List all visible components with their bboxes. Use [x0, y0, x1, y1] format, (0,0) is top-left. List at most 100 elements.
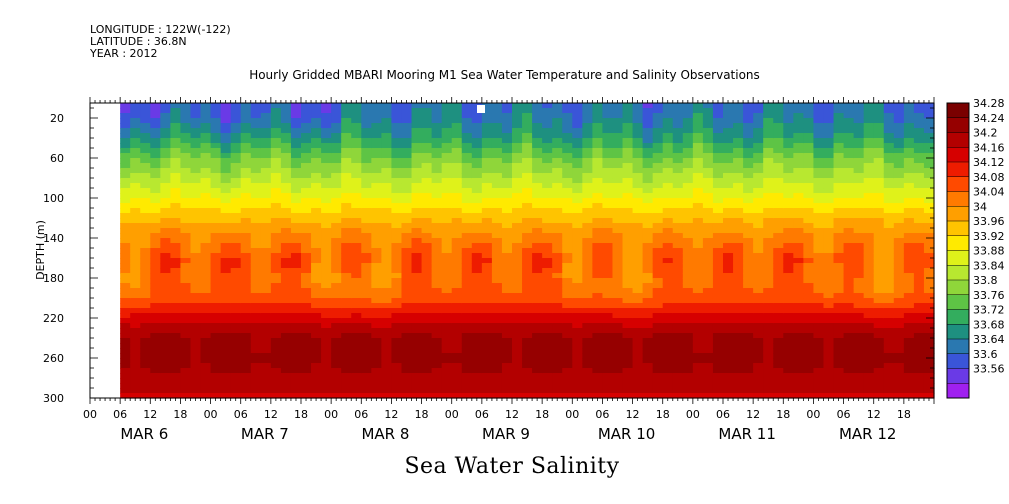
salinity-cell: [823, 138, 835, 144]
salinity-cell: [210, 283, 222, 289]
salinity-cell: [923, 273, 935, 279]
salinity-cell: [441, 368, 453, 374]
salinity-cell: [652, 343, 664, 349]
salinity-cell: [723, 298, 734, 304]
salinity-cell: [461, 233, 473, 239]
salinity-cell: [863, 258, 875, 264]
salinity-cell: [572, 363, 583, 369]
salinity-cell: [311, 278, 322, 284]
salinity-cell: [592, 238, 604, 244]
salinity-cell: [381, 243, 393, 249]
salinity-cell: [622, 288, 634, 294]
salinity-cell: [793, 253, 804, 259]
salinity-cell: [893, 308, 905, 314]
salinity-cell: [682, 158, 694, 164]
salinity-cell: [170, 188, 182, 194]
salinity-cell: [632, 283, 644, 289]
salinity-cell: [391, 138, 403, 144]
salinity-cell: [753, 273, 764, 279]
salinity-cell: [491, 363, 503, 369]
salinity-cell: [532, 178, 543, 184]
salinity-cell: [280, 253, 292, 259]
salinity-cell: [180, 328, 192, 334]
salinity-cell: [723, 233, 734, 239]
salinity-cell: [130, 168, 141, 174]
salinity-cell: [883, 288, 895, 294]
salinity-cell: [552, 163, 563, 169]
salinity-cell: [280, 188, 292, 194]
salinity-cell: [562, 263, 573, 269]
salinity-cell: [351, 228, 362, 234]
salinity-cell: [451, 248, 463, 254]
salinity-cell: [843, 173, 855, 179]
salinity-cell: [220, 388, 232, 394]
salinity-cell: [190, 158, 202, 164]
salinity-cell: [160, 353, 171, 359]
salinity-cell: [743, 253, 754, 259]
salinity-cell: [662, 303, 674, 309]
salinity-cell: [682, 233, 694, 239]
salinity-cell: [893, 343, 905, 349]
salinity-cell: [431, 153, 443, 159]
salinity-cell: [250, 233, 262, 239]
salinity-cell: [481, 293, 493, 299]
salinity-cell: [130, 173, 141, 179]
salinity-cell: [280, 368, 292, 374]
salinity-cell: [883, 273, 895, 279]
salinity-cell: [220, 163, 232, 169]
salinity-cell: [592, 153, 604, 159]
salinity-cell: [622, 238, 634, 244]
salinity-cell: [863, 348, 875, 354]
salinity-cell: [361, 168, 372, 174]
salinity-cell: [562, 378, 573, 384]
salinity-cell: [180, 143, 192, 149]
salinity-cell: [230, 223, 242, 229]
salinity-cell: [753, 263, 764, 269]
salinity-cell: [582, 323, 593, 329]
salinity-cell: [210, 233, 222, 239]
salinity-cell: [180, 153, 192, 159]
salinity-cell: [632, 378, 644, 384]
salinity-cell: [652, 348, 664, 354]
salinity-cell: [522, 233, 533, 239]
salinity-cell: [662, 268, 674, 274]
salinity-cell: [662, 193, 674, 199]
salinity-cell: [491, 108, 503, 114]
salinity-cell: [592, 183, 604, 189]
salinity-cell: [893, 183, 905, 189]
salinity-cell: [873, 183, 885, 189]
salinity-cell: [451, 323, 463, 329]
salinity-cell: [672, 328, 684, 334]
salinity-cell: [481, 238, 493, 244]
salinity-cell: [361, 343, 372, 349]
salinity-cell: [833, 168, 845, 174]
salinity-cell: [743, 343, 754, 349]
salinity-cell: [321, 243, 332, 249]
salinity-cell: [723, 338, 734, 344]
salinity-cell: [773, 338, 784, 344]
salinity-cell: [923, 108, 935, 114]
salinity-cell: [290, 243, 302, 249]
salinity-cell: [743, 278, 754, 284]
salinity-cell: [552, 178, 563, 184]
salinity-cell: [341, 223, 352, 229]
salinity-cell: [431, 333, 443, 339]
salinity-cell: [160, 138, 171, 144]
salinity-cell: [632, 258, 644, 264]
salinity-cell: [522, 308, 533, 314]
salinity-cell: [712, 258, 724, 264]
salinity-cell: [743, 188, 754, 194]
salinity-cell: [471, 148, 483, 154]
salinity-cell: [250, 248, 262, 254]
salinity-cell: [180, 378, 192, 384]
salinity-cell: [923, 298, 935, 304]
salinity-cell: [280, 298, 292, 304]
salinity-cell: [692, 393, 704, 399]
salinity-cell: [733, 238, 744, 244]
salinity-cell: [431, 373, 443, 379]
salinity-cell: [431, 238, 443, 244]
salinity-cell: [230, 198, 242, 204]
salinity-cell: [421, 383, 433, 389]
salinity-cell: [311, 273, 322, 279]
salinity-cell: [240, 223, 252, 229]
